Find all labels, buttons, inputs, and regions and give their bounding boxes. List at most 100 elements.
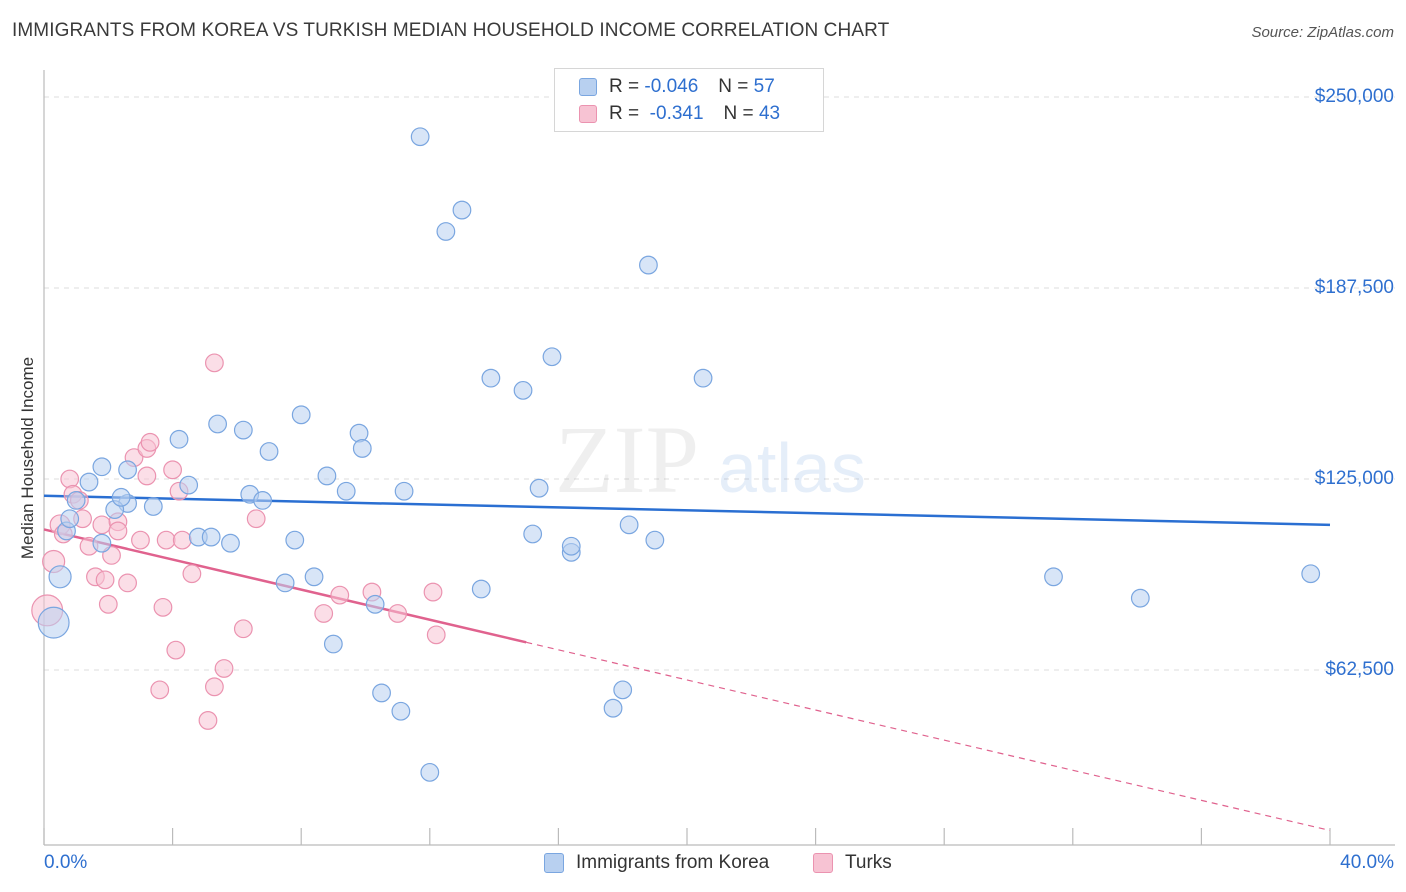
korea-point xyxy=(143,497,163,516)
korea-point xyxy=(208,414,228,434)
turks-point xyxy=(246,509,266,529)
korea-point xyxy=(92,533,112,553)
korea-point xyxy=(179,475,199,495)
turks-point xyxy=(182,564,202,584)
legend-n-label: N = xyxy=(723,103,754,124)
turks-point xyxy=(166,640,186,660)
korea-point xyxy=(291,405,311,425)
turks-point xyxy=(102,546,121,565)
legend-label-korea: Immigrants from Korea xyxy=(576,852,770,873)
korea-point xyxy=(169,429,189,449)
turks-point xyxy=(92,515,112,535)
turks-point xyxy=(140,432,160,452)
korea-point xyxy=(233,420,253,440)
legend-swatch-turks xyxy=(813,853,833,873)
korea-point xyxy=(201,527,221,547)
korea-point xyxy=(304,567,324,587)
turks-point xyxy=(150,680,170,700)
grid-lines xyxy=(44,96,1395,671)
korea-point xyxy=(79,472,99,492)
korea-point xyxy=(561,536,581,556)
korea-point xyxy=(317,466,337,486)
data-points xyxy=(31,127,1321,782)
turks-point xyxy=(204,353,224,373)
korea-point xyxy=(372,683,391,703)
korea-point xyxy=(471,579,491,599)
korea-point xyxy=(613,680,633,700)
korea-point xyxy=(349,423,369,443)
turks-point xyxy=(156,530,176,550)
series-legend: Immigrants from Korea Turks xyxy=(0,852,1406,876)
korea-point xyxy=(92,457,112,477)
legend-label-turks: Turks xyxy=(845,852,892,873)
korea-point xyxy=(1044,567,1063,587)
turks-point xyxy=(108,521,128,541)
korea-point xyxy=(365,594,385,614)
legend-r-label: R = xyxy=(609,103,640,124)
watermark-zip: ZIP xyxy=(555,406,699,513)
korea-point xyxy=(452,200,472,220)
legend-swatch-korea xyxy=(579,78,597,96)
legend-item-korea[interactable]: Immigrants from Korea xyxy=(544,852,769,874)
korea-point xyxy=(410,127,430,147)
y-tick-label-125000: $125,000 xyxy=(1314,468,1394,489)
korea-point xyxy=(336,481,356,501)
chart-source: Source: ZipAtlas.com xyxy=(1251,24,1394,41)
turks-point xyxy=(118,573,137,593)
korea-point xyxy=(513,380,533,400)
legend-r-label: R = xyxy=(609,76,640,97)
watermark-atlas: atlas xyxy=(718,429,866,507)
korea-point xyxy=(118,460,137,480)
legend-r-value: -0.046 xyxy=(644,76,699,97)
legend-swatch-korea xyxy=(544,853,564,873)
korea-point xyxy=(639,255,658,275)
legend-row-korea: R = -0.046 N = 57 xyxy=(579,75,775,99)
korea-point xyxy=(436,222,456,241)
turks-point xyxy=(233,619,253,639)
korea-point xyxy=(66,490,86,510)
y-tick-label-62500: $62,500 xyxy=(1325,659,1394,680)
legend-n-value: 57 xyxy=(753,76,775,97)
legend-swatch-turks xyxy=(579,105,597,123)
turks-point xyxy=(198,711,218,730)
watermark: ZIP atlas xyxy=(555,406,866,513)
korea-point xyxy=(481,368,501,388)
legend-item-turks[interactable]: Turks xyxy=(813,852,892,874)
turks-point xyxy=(423,582,443,602)
korea-point xyxy=(645,530,665,550)
axes xyxy=(43,70,1395,846)
korea-point xyxy=(603,698,623,718)
x-tick-label-min: 0.0% xyxy=(44,852,88,873)
korea-point xyxy=(48,565,72,589)
korea-point xyxy=(111,487,131,507)
legend-n-label: N = xyxy=(718,76,749,97)
turks-point xyxy=(95,570,115,590)
korea-point xyxy=(420,762,440,782)
korea-point xyxy=(323,634,343,654)
korea-point xyxy=(221,533,240,553)
y-tick-label-187500: $187,500 xyxy=(1314,277,1394,298)
turks-point xyxy=(137,466,157,486)
y-axis-label: Median Household Income xyxy=(18,356,37,560)
korea-point xyxy=(285,530,305,550)
korea-point xyxy=(619,515,639,535)
korea-point xyxy=(693,368,713,388)
chart-title: IMMIGRANTS FROM KOREA VS TURKISH MEDIAN … xyxy=(12,20,890,41)
korea-point xyxy=(542,347,562,367)
korea-point xyxy=(352,439,372,458)
turks-point xyxy=(172,530,192,550)
turks-point xyxy=(388,604,408,623)
turks-point xyxy=(153,597,173,617)
turks-point xyxy=(426,625,446,645)
korea-point xyxy=(37,606,70,639)
turks-point xyxy=(60,469,80,489)
turks-point xyxy=(314,604,334,623)
turks-point xyxy=(98,594,118,614)
x-tick-label-max: 40.0% xyxy=(1340,852,1394,873)
korea-point xyxy=(1301,564,1321,584)
turks-point xyxy=(131,530,150,550)
y-tick-label-250000: $250,000 xyxy=(1314,86,1394,107)
korea-point xyxy=(259,442,279,461)
turks-point xyxy=(214,659,234,678)
legend-r-value: -0.341 xyxy=(649,103,704,124)
